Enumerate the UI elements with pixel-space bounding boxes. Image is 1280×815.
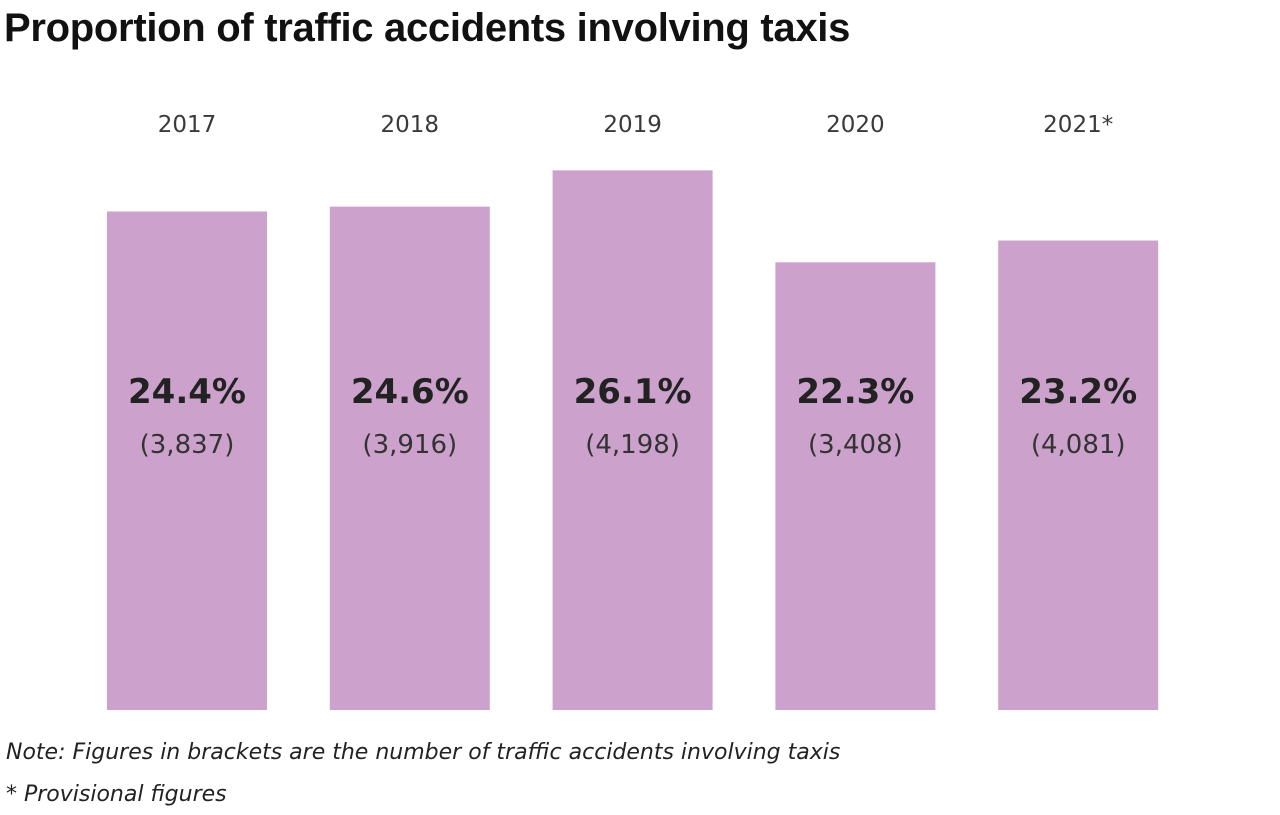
note-provisional: * Provisional figures [6, 782, 227, 807]
value-label: 22.3% [796, 372, 914, 412]
count-label: (3,408) [808, 430, 903, 460]
category-label: 2017 [158, 112, 217, 138]
category-label: 2018 [381, 112, 440, 138]
count-label: (3,916) [362, 430, 457, 460]
category-label: 2019 [603, 112, 662, 138]
count-label: (4,081) [1031, 430, 1126, 460]
category-label: 2021* [1043, 112, 1113, 138]
chart-title: Proportion of traffic accidents involvin… [4, 6, 851, 50]
value-label: 24.6% [351, 372, 469, 412]
category-label: 2020 [826, 112, 885, 138]
bar-2021 [998, 240, 1159, 710]
bar-2017 [107, 211, 267, 711]
count-label: (4,198) [585, 430, 680, 460]
value-label: 24.4% [128, 372, 246, 412]
note-brackets: Note: Figures in brackets are the number… [6, 740, 841, 765]
bar-2020 [775, 262, 936, 710]
value-label: 26.1% [574, 372, 692, 412]
count-label: (3,837) [140, 430, 235, 460]
value-label: 23.2% [1019, 372, 1137, 412]
bar-2019 [552, 170, 713, 711]
bar-2018 [329, 206, 490, 710]
